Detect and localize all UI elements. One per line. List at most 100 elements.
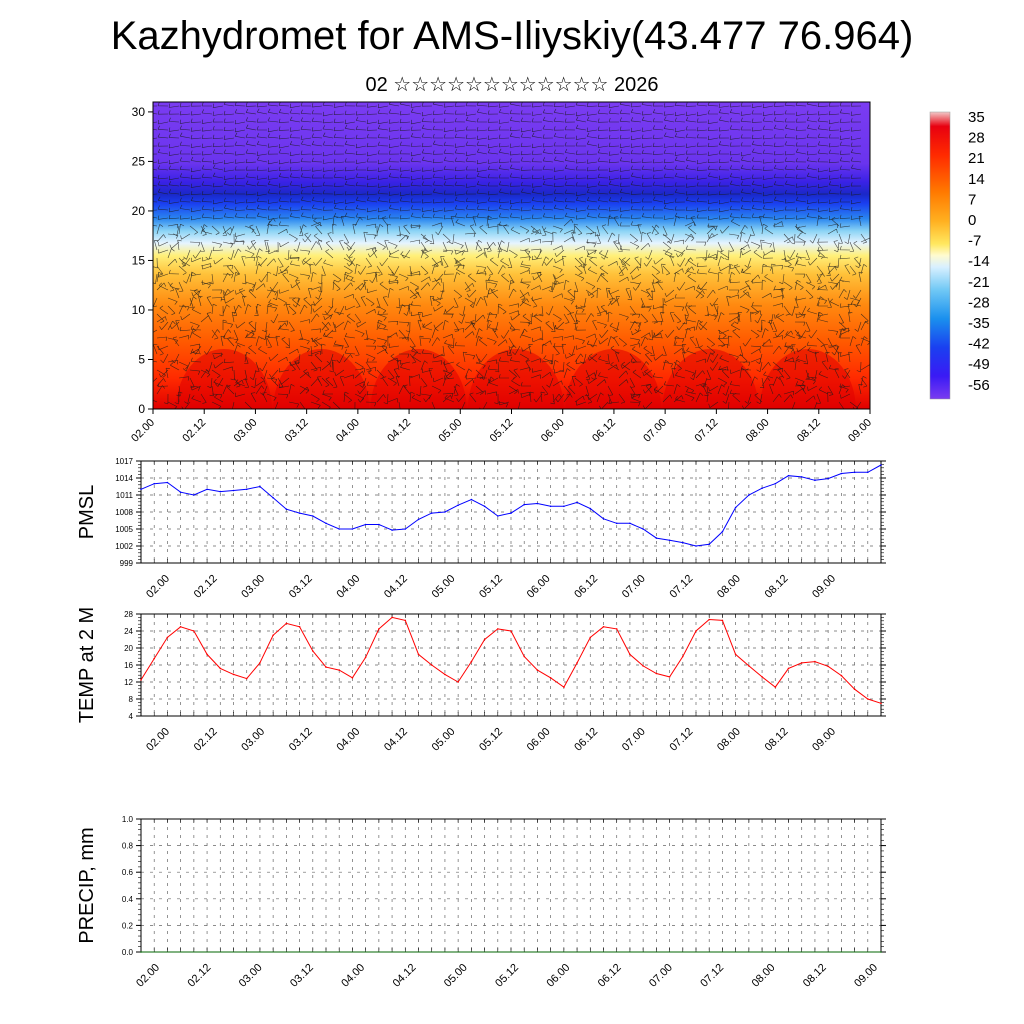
data-point bbox=[206, 653, 208, 656]
x-tick-label: 07.00 bbox=[647, 962, 675, 990]
data-point bbox=[285, 508, 288, 511]
x-tick-label: 07.12 bbox=[667, 573, 695, 601]
data-point bbox=[576, 501, 578, 504]
data-point bbox=[602, 518, 605, 520]
colorbar-label: -7 bbox=[968, 233, 981, 250]
y-tick-label: 1008 bbox=[115, 508, 133, 517]
x-tick-label: 04.00 bbox=[334, 726, 362, 754]
data-point bbox=[391, 616, 393, 619]
data-point bbox=[734, 506, 737, 509]
data-point bbox=[245, 677, 248, 680]
warm-core bbox=[175, 349, 272, 409]
y-tick-label: 1017 bbox=[115, 457, 133, 466]
x-tick-label: 04.12 bbox=[385, 417, 413, 445]
data-point bbox=[642, 665, 644, 667]
data-point bbox=[695, 545, 697, 547]
data-point bbox=[272, 497, 274, 499]
warm-core bbox=[759, 349, 856, 409]
cross-section-x-ticks: 02.00 02.12 03.00 03.12 04.00 04.12 05.00 05.12… bbox=[129, 409, 874, 445]
colorbar-label: 21 bbox=[968, 150, 985, 167]
data-point bbox=[827, 665, 829, 668]
y-tick-label: 1011 bbox=[116, 491, 134, 500]
x-tick-label: 06.00 bbox=[525, 726, 553, 754]
data-point bbox=[721, 531, 724, 533]
data-point bbox=[166, 636, 169, 639]
y-tick-label: 10 bbox=[132, 303, 146, 317]
y-tick-label: 0.8 bbox=[122, 842, 134, 851]
x-tick-label: 08.00 bbox=[744, 417, 772, 445]
data-point bbox=[867, 471, 869, 474]
x-tick-label: 05.00 bbox=[442, 962, 470, 990]
warm-core bbox=[273, 349, 370, 409]
data-point bbox=[444, 673, 446, 676]
data-point bbox=[708, 618, 710, 621]
y-tick-label: 1002 bbox=[115, 542, 133, 551]
data-point bbox=[259, 485, 261, 488]
x-tick-label: 07.12 bbox=[667, 726, 695, 754]
y-tick-label: 0.4 bbox=[122, 895, 134, 904]
data-point bbox=[668, 539, 671, 542]
x-tick-label: 08.00 bbox=[715, 573, 743, 601]
x-tick-label: 03.12 bbox=[287, 573, 315, 601]
colorbar-label: -35 bbox=[968, 315, 990, 332]
data-point bbox=[444, 511, 446, 513]
x-tick-label: 06.12 bbox=[572, 726, 600, 754]
x-tick-label: 06.12 bbox=[596, 962, 624, 990]
data-point bbox=[774, 482, 777, 485]
data-point bbox=[497, 515, 499, 517]
data-point bbox=[563, 505, 565, 508]
x-tick-label: 02.12 bbox=[192, 726, 220, 754]
data-point bbox=[272, 634, 274, 637]
y-tick-label: 0.6 bbox=[122, 868, 134, 877]
data-point bbox=[470, 498, 473, 501]
data-point bbox=[510, 512, 512, 514]
data-point bbox=[510, 630, 512, 632]
x-tick-label: 08.12 bbox=[763, 726, 791, 754]
x-tick-label: 05.12 bbox=[477, 726, 505, 754]
y-tick-label: 24 bbox=[124, 627, 133, 636]
x-tick-label: 04.12 bbox=[382, 573, 410, 601]
data-point bbox=[615, 522, 618, 525]
wind-barb-set bbox=[153, 102, 870, 409]
data-point bbox=[840, 674, 843, 677]
data-point bbox=[219, 667, 222, 670]
x-tick-label: 08.12 bbox=[801, 962, 829, 990]
wind-barbs bbox=[153, 102, 870, 409]
x-tick-label: 02.12 bbox=[180, 417, 208, 445]
x-tick-label: 02.00 bbox=[144, 573, 172, 601]
x-tick-label: 02.00 bbox=[144, 726, 172, 754]
data-point bbox=[338, 528, 341, 530]
colorbar-label: -21 bbox=[968, 274, 990, 291]
y-axis-title: TEMP at 2 M bbox=[76, 607, 98, 723]
x-tick-label: 09.00 bbox=[846, 417, 874, 445]
data-point bbox=[245, 488, 248, 491]
data-point bbox=[193, 494, 195, 496]
y-tick-label: 28 bbox=[124, 610, 133, 619]
colorbar-ramp bbox=[929, 111, 951, 400]
temp-panel: 4 8 12 16 20 24 28 02.00 02.12 03.00 03.12 04.00 04.… bbox=[76, 607, 886, 754]
data-point bbox=[734, 653, 737, 656]
data-point bbox=[430, 664, 433, 666]
data-point bbox=[549, 677, 552, 679]
data-point bbox=[364, 523, 367, 526]
data-point bbox=[232, 673, 235, 676]
data-point bbox=[682, 655, 684, 658]
data-point bbox=[576, 662, 578, 664]
data-point bbox=[589, 636, 592, 639]
y-axis-title: PMSL bbox=[76, 485, 98, 539]
data-point bbox=[853, 688, 856, 690]
y-tick-label: 4 bbox=[129, 712, 134, 721]
data-point bbox=[483, 638, 486, 641]
x-tick-label: 08.00 bbox=[715, 726, 743, 754]
x-tick-label: 03.12 bbox=[288, 962, 316, 990]
data-point bbox=[880, 951, 882, 953]
data-point bbox=[364, 656, 367, 659]
y-tick-label: 16 bbox=[124, 661, 133, 670]
x-tick-label: 09.00 bbox=[852, 962, 880, 990]
warm-core bbox=[370, 349, 467, 409]
x-tick-label: 09.00 bbox=[810, 573, 838, 601]
data-point bbox=[814, 479, 816, 482]
data-point bbox=[602, 626, 605, 628]
x-tick-label: 03.12 bbox=[287, 726, 315, 754]
data-point bbox=[325, 666, 327, 668]
